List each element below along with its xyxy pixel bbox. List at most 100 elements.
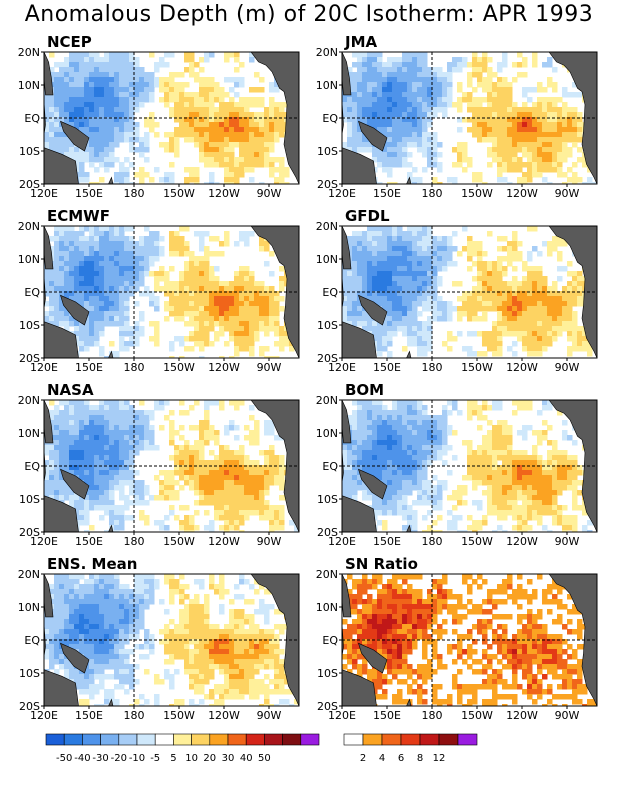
heatmap-cell (189, 515, 195, 521)
heatmap-cell (502, 306, 508, 312)
lat-tick-label: 20S (19, 178, 40, 191)
heatmap-cell (44, 490, 50, 496)
heatmap-cell (124, 236, 130, 242)
heatmap-cell (417, 62, 423, 68)
heatmap-cell (392, 321, 398, 327)
heatmap-cell (249, 122, 255, 128)
heatmap-cell (139, 291, 145, 297)
land-mass (44, 321, 79, 358)
heatmap-cell (347, 112, 353, 118)
heatmap-cell (209, 127, 215, 133)
heatmap-cell (362, 62, 368, 68)
heatmap-cell (239, 266, 245, 272)
heatmap-cell (229, 525, 235, 531)
heatmap-cell (407, 405, 413, 411)
heatmap-cell (104, 455, 110, 461)
heatmap-cell (567, 261, 573, 267)
heatmap-cell (104, 241, 110, 247)
heatmap-cell (99, 251, 105, 257)
heatmap-cell (144, 425, 150, 431)
heatmap-cell (249, 87, 255, 93)
heatmap-cell (392, 281, 398, 287)
heatmap-cell (477, 291, 483, 297)
heatmap-cell (259, 311, 265, 317)
heatmap-cell (204, 107, 210, 113)
heatmap-cell (357, 137, 363, 143)
heatmap-cell (582, 157, 588, 163)
heatmap-cell (402, 231, 408, 237)
heatmap-cell (507, 152, 513, 158)
heatmap-cell (234, 450, 240, 456)
heatmap-cell (159, 142, 165, 148)
heatmap-cell (84, 291, 90, 297)
heatmap-cell (392, 331, 398, 337)
heatmap-cell (149, 321, 155, 327)
heatmap-cell (402, 67, 408, 73)
heatmap-cell (362, 405, 368, 411)
heatmap-cell (342, 112, 348, 118)
heatmap-cell (69, 107, 75, 113)
heatmap-cell (477, 331, 483, 337)
heatmap-cell (249, 470, 255, 476)
heatmap-cell (254, 331, 260, 337)
heatmap-cell (104, 147, 110, 153)
heatmap-cell (274, 301, 280, 307)
heatmap-cell (447, 62, 453, 68)
heatmap-cell (542, 97, 548, 103)
heatmap-cell (89, 435, 95, 441)
heatmap-cell (347, 420, 353, 426)
heatmap-cell (189, 117, 195, 123)
heatmap-cell (74, 410, 80, 416)
heatmap-cell (422, 142, 428, 148)
heatmap-cell (264, 246, 270, 252)
heatmap-cell (84, 465, 90, 471)
heatmap-cell (224, 281, 230, 287)
lon-tick-label: 150E (373, 187, 401, 200)
heatmap-cell (254, 132, 260, 138)
heatmap-cell (467, 405, 473, 411)
heatmap-cell (517, 296, 523, 302)
heatmap-cell (527, 137, 533, 143)
heatmap-cell (347, 72, 353, 78)
heatmap-cell (512, 117, 518, 123)
heatmap-cell (199, 430, 205, 436)
heatmap-cell (269, 172, 275, 178)
heatmap-cell (497, 147, 503, 153)
heatmap-cell (104, 132, 110, 138)
heatmap-cell (189, 475, 195, 481)
heatmap-cell (427, 296, 433, 302)
heatmap-cell (114, 177, 120, 183)
land-mass (44, 400, 54, 444)
heatmap-cell (54, 465, 60, 471)
heatmap-cell (522, 92, 528, 98)
heatmap-cell (129, 52, 135, 58)
heatmap-cell (224, 172, 230, 178)
heatmap-cell (159, 400, 165, 406)
heatmap-cell (194, 182, 200, 184)
heatmap-cell (139, 485, 145, 491)
heatmap-cell (119, 291, 125, 297)
heatmap-cell (174, 480, 180, 486)
heatmap-cell (259, 296, 265, 302)
heatmap-cell (119, 510, 125, 516)
heatmap-cell (129, 445, 135, 451)
heatmap-cell (572, 321, 578, 327)
heatmap-cell (512, 296, 518, 302)
heatmap-cell (139, 147, 145, 153)
heatmap-cell (149, 82, 155, 88)
heatmap-cell (457, 147, 463, 153)
heatmap-cell (224, 107, 230, 113)
heatmap-cell (582, 182, 588, 184)
heatmap-cell (259, 236, 265, 242)
heatmap-cell (522, 107, 528, 113)
heatmap-cell (447, 246, 453, 252)
heatmap-cell (49, 420, 55, 426)
heatmap-cell (89, 261, 95, 267)
heatmap-cell (224, 475, 230, 481)
heatmap-cell (94, 107, 100, 113)
heatmap-cell (274, 107, 280, 113)
heatmap-cell (532, 107, 538, 113)
heatmap-cell (209, 117, 215, 123)
heatmap-cell (94, 500, 100, 506)
heatmap-cell (114, 52, 120, 58)
